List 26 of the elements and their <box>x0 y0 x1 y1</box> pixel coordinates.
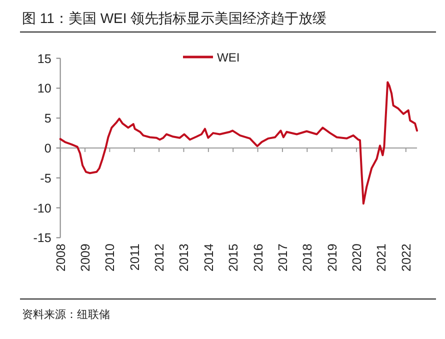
chart-title: 图 11：美国 WEI 领先指标显示美国经济趋于放缓 <box>22 10 327 26</box>
legend-label: WEI <box>217 50 240 64</box>
x-tick-label: 2008 <box>54 244 68 272</box>
y-tick-label: -15 <box>33 231 52 246</box>
x-tick-label: 2017 <box>276 244 290 272</box>
x-tick-label: 2015 <box>226 244 241 272</box>
y-tick-label: 0 <box>44 142 52 156</box>
line-series <box>59 81 418 205</box>
y-tick-label: -10 <box>33 201 52 216</box>
x-tick-label: 2012 <box>152 244 167 272</box>
x-tick-label: 2019 <box>325 244 340 272</box>
x-tick-label: 2011 <box>128 244 142 271</box>
y-tick-label: -5 <box>40 171 52 186</box>
y-tick-label: 15 <box>37 52 52 66</box>
x-tick-label: 2020 <box>350 244 364 272</box>
x-tick-label: 2014 <box>202 244 216 272</box>
x-tick-label: 2009 <box>78 244 92 272</box>
x-tick-label: 2010 <box>103 244 118 272</box>
x-tick-label: 2018 <box>300 244 315 272</box>
y-tick-label: 5 <box>44 112 52 126</box>
x-tick-label: 2013 <box>177 244 192 272</box>
x-tick-label: 2016 <box>251 244 266 272</box>
x-tick-label: 2022 <box>399 244 414 272</box>
x-tick-label: 2021 <box>374 244 389 272</box>
text: 资料来源：纽联储 <box>22 308 110 321</box>
y-tick-label: 10 <box>37 82 52 96</box>
